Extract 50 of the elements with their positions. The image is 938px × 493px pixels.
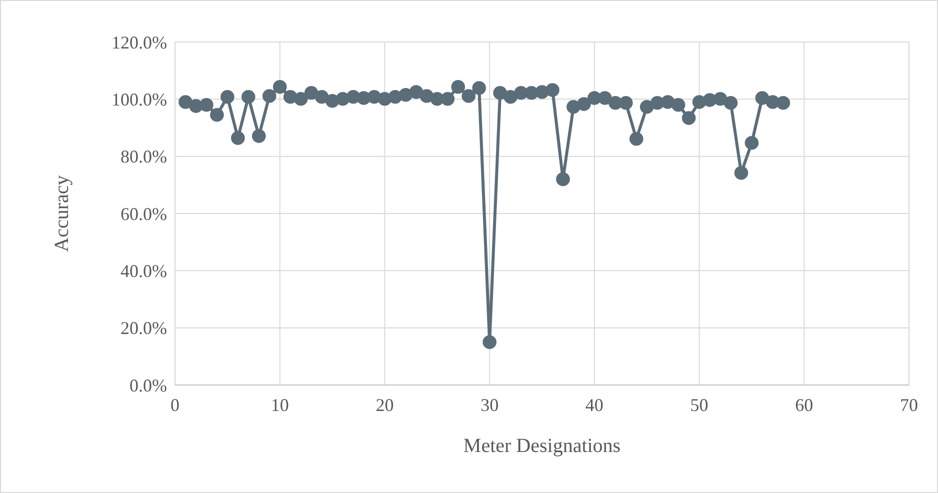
x-tick-label: 50 [690, 395, 708, 415]
point [724, 96, 738, 110]
point [210, 108, 224, 122]
point [272, 80, 287, 94]
x-tick-label: 40 [585, 395, 604, 415]
point [713, 92, 728, 106]
point [776, 96, 790, 110]
y-tick-label: 20.0% [120, 318, 167, 338]
point [241, 90, 256, 104]
point [472, 81, 486, 95]
point [462, 89, 476, 103]
point [231, 131, 245, 145]
y-tick-label: 60.0% [120, 204, 167, 224]
y-tick-label: 0.0% [130, 375, 167, 396]
point [409, 85, 424, 99]
point [671, 98, 686, 112]
point [220, 90, 234, 104]
y-tick-label: 120.0% [112, 32, 167, 52]
x-axis-title: Meter Designations [463, 435, 621, 457]
point [482, 335, 496, 350]
point [629, 132, 644, 146]
y-tick-label: 40.0% [120, 260, 167, 281]
y-tick-label: 80.0% [120, 146, 167, 167]
point [598, 91, 612, 105]
point [755, 91, 770, 105]
point [682, 111, 696, 125]
point [294, 92, 308, 106]
x-tick-label: 30 [480, 395, 499, 415]
point [744, 136, 759, 150]
point [577, 97, 591, 111]
x-tick-label: 0 [170, 395, 180, 415]
point [178, 95, 192, 109]
point [451, 80, 466, 94]
y-tick-label: 100.0% [112, 89, 167, 110]
point [440, 92, 455, 106]
point [734, 166, 748, 180]
point [493, 86, 507, 100]
x-tick-label: 60 [795, 395, 814, 415]
point [618, 96, 633, 110]
point [314, 90, 329, 104]
point [504, 90, 518, 104]
x-tick-label: 20 [376, 395, 394, 415]
point [252, 129, 266, 143]
y-axis-title: Accuracy [51, 175, 73, 252]
point [556, 172, 570, 186]
point [200, 98, 214, 112]
x-tick-label: 10 [270, 395, 289, 415]
point [262, 89, 276, 103]
x-tick-label: 70 [900, 395, 918, 415]
point [546, 83, 560, 97]
